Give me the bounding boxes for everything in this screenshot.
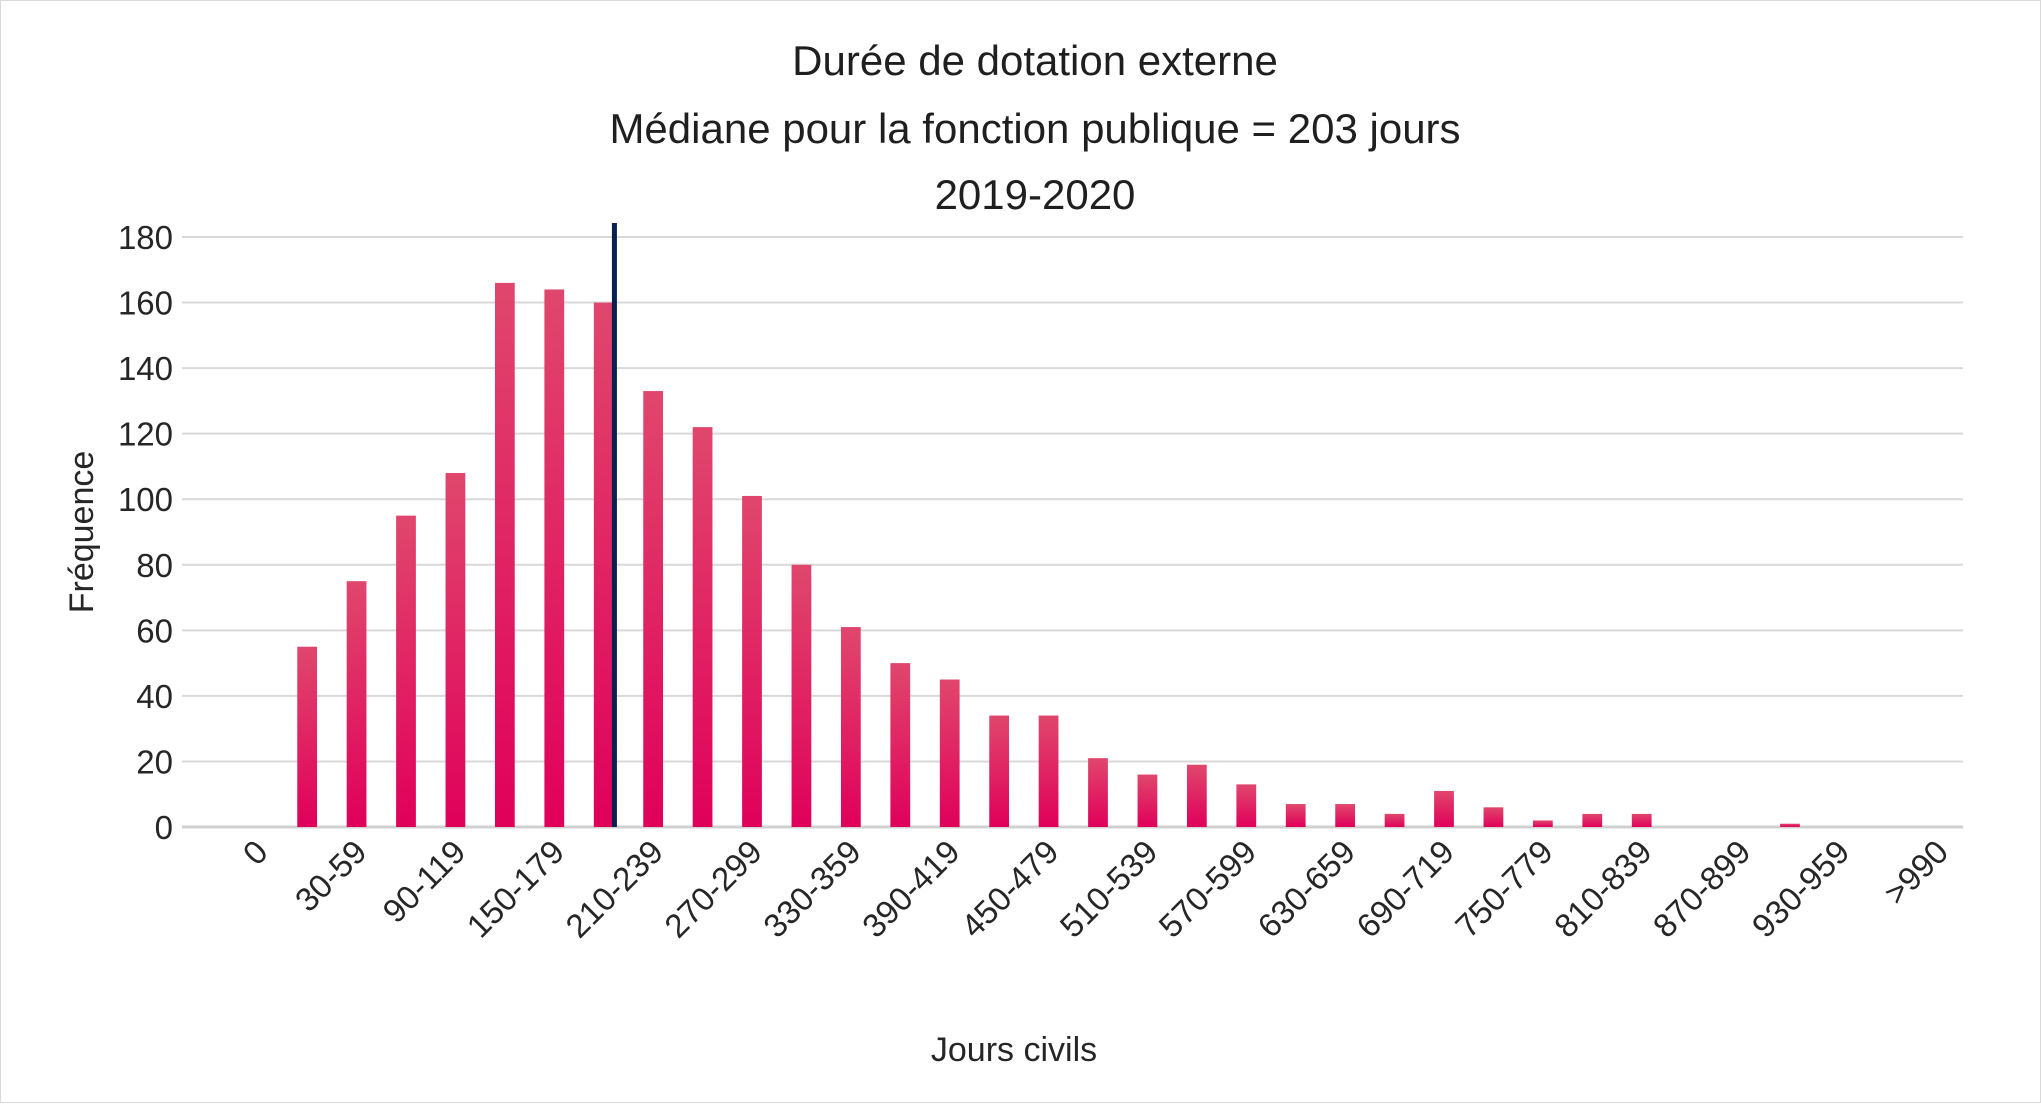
bar bbox=[1285, 804, 1306, 827]
x-tick-label: 270-299 bbox=[657, 833, 769, 945]
x-tick-label: 510-539 bbox=[1053, 833, 1165, 945]
y-tick-label: 180 bbox=[118, 219, 173, 256]
bar bbox=[791, 564, 812, 827]
bar bbox=[1186, 764, 1207, 827]
y-axis-title: Fréquence bbox=[63, 451, 101, 614]
bar bbox=[692, 427, 713, 827]
y-axis-tick-labels: 0 20 40 60 80 100 120 140 160 180 bbox=[118, 219, 173, 846]
bar bbox=[445, 473, 466, 827]
bar bbox=[890, 663, 911, 827]
bar bbox=[1088, 758, 1108, 827]
bar bbox=[1137, 774, 1158, 827]
y-tick-label: 0 bbox=[155, 809, 173, 846]
bar bbox=[297, 646, 318, 827]
bar bbox=[593, 302, 614, 827]
x-axis-title: Jours civils bbox=[931, 1031, 1097, 1069]
bar bbox=[1384, 813, 1405, 827]
bar bbox=[1631, 813, 1652, 827]
y-tick-label: 140 bbox=[118, 350, 173, 387]
bar bbox=[1038, 715, 1059, 827]
x-tick-label: 0 bbox=[236, 833, 275, 872]
x-tick-label: 30-59 bbox=[288, 833, 374, 919]
bars bbox=[297, 282, 1800, 827]
y-tick-label: 160 bbox=[118, 285, 173, 322]
chart-title-line-1: Durée de dotation externe bbox=[792, 37, 1278, 84]
y-tick-label: 20 bbox=[136, 743, 173, 780]
x-tick-label: 570-599 bbox=[1151, 833, 1263, 945]
bar bbox=[1335, 804, 1356, 827]
x-tick-label: 390-419 bbox=[855, 833, 967, 945]
bar bbox=[1483, 807, 1504, 827]
bar bbox=[989, 715, 1010, 827]
x-tick-label: 210-239 bbox=[558, 833, 670, 945]
bar bbox=[742, 495, 762, 827]
y-tick-label: 100 bbox=[118, 481, 173, 518]
bar bbox=[494, 282, 515, 827]
bar bbox=[1582, 813, 1603, 827]
x-tick-label: 930-959 bbox=[1745, 833, 1857, 945]
bar bbox=[939, 679, 960, 827]
x-tick-label: 810-839 bbox=[1547, 833, 1659, 945]
bar bbox=[1532, 820, 1553, 827]
y-tick-label: 60 bbox=[136, 612, 173, 649]
x-tick-label: 870-899 bbox=[1646, 833, 1758, 945]
x-tick-label: 150-179 bbox=[459, 833, 571, 945]
y-tick-label: 80 bbox=[136, 547, 173, 584]
bar bbox=[544, 289, 565, 827]
x-tick-label: 330-359 bbox=[756, 833, 868, 945]
x-tick-label: 630-659 bbox=[1250, 833, 1362, 945]
x-tick-label: 690-719 bbox=[1349, 833, 1461, 945]
bar bbox=[1236, 784, 1257, 827]
gridlines bbox=[182, 236, 1963, 829]
bar bbox=[643, 391, 664, 827]
bar bbox=[1434, 790, 1454, 827]
y-tick-label: 40 bbox=[136, 678, 173, 715]
x-tick-label: 750-779 bbox=[1448, 833, 1560, 945]
bar bbox=[840, 627, 861, 827]
x-axis-tick-labels: 0 30-59 90-119150-179210-239270-299330-359… bbox=[236, 833, 1956, 945]
chart-title: Durée de dotation externe Médiane pour l… bbox=[609, 37, 1460, 218]
x-tick-label: 450-479 bbox=[954, 833, 1066, 945]
chart-title-line-2: Médiane pour la fonction publique = 203 … bbox=[609, 105, 1460, 152]
x-tick-label: 90-119 bbox=[375, 833, 472, 930]
bar bbox=[396, 515, 416, 827]
bar bbox=[1780, 823, 1800, 827]
y-tick-label: 120 bbox=[118, 416, 173, 453]
bar bbox=[346, 581, 367, 827]
chart-title-line-3: 2019-2020 bbox=[935, 171, 1136, 218]
x-tick-label: >990 bbox=[1877, 833, 1956, 912]
